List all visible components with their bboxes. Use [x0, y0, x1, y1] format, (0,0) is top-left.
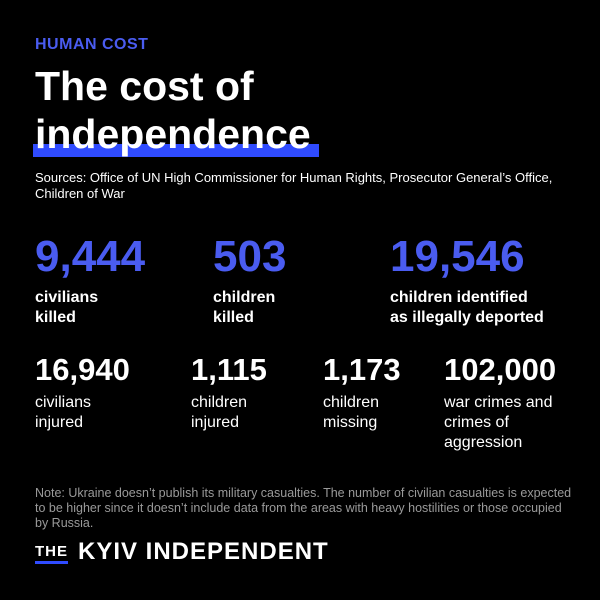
brand-prefix: THE — [35, 543, 68, 564]
title-line-2: independence — [33, 110, 319, 158]
stat-label-line: children identified — [390, 289, 528, 306]
stat-children-killed: 503 children killed — [213, 235, 286, 328]
stat-war-crimes: 102,000 war crimes and crimes of aggress… — [444, 354, 556, 453]
stat-number: 19,546 — [390, 232, 525, 281]
brand-prefix-text: THE — [35, 543, 68, 560]
footnote: Note: Ukraine doesn’t publish its milita… — [35, 486, 572, 530]
stat-label-line: children — [213, 289, 276, 306]
stat-label-line: injured — [191, 414, 240, 431]
stat-label-line: civilians — [35, 289, 99, 306]
stat-label-line: war crimes and — [444, 394, 553, 411]
stat-label-line: killed — [35, 309, 76, 326]
stat-number: 1,173 — [323, 352, 401, 387]
stat-label-line: injured — [35, 414, 84, 431]
sources-text: Sources: Office of UN High Commissioner … — [35, 170, 553, 201]
brand-logo: THE KYIV INDEPENDENT — [35, 540, 329, 564]
title-highlight — [33, 144, 319, 157]
page-title: The cost of independence — [33, 62, 319, 158]
stat-label-line: children — [191, 394, 248, 411]
stat-children-deported: 19,546 children identified as illegally … — [390, 235, 544, 328]
stat-label-line: crimes of — [444, 414, 509, 431]
stat-number: 16,940 — [35, 352, 130, 387]
stat-number: 1,115 — [191, 352, 267, 387]
stat-label-line: killed — [213, 309, 254, 326]
stat-civilians-killed: 9,444 civilians killed — [35, 235, 145, 328]
stat-civilians-injured: 16,940 civilians injured — [35, 354, 130, 433]
stat-label-line: aggression — [444, 434, 523, 451]
stat-label-line: as illegally deported — [390, 309, 544, 326]
stat-number: 9,444 — [35, 232, 146, 281]
stat-children-missing: 1,173 children missing — [323, 354, 401, 433]
stat-label-line: missing — [323, 414, 378, 431]
brand-prefix-bar — [35, 561, 68, 564]
brand-name: KYIV INDEPENDENT — [78, 538, 329, 565]
stat-label-line: children — [323, 394, 380, 411]
stat-children-injured: 1,115 children injured — [191, 354, 267, 433]
title-line-2-text: independence — [35, 111, 311, 157]
section-kicker: HUMAN COST — [35, 36, 149, 53]
stat-number: 102,000 — [444, 352, 557, 387]
title-line-1: The cost of — [35, 63, 254, 109]
stat-number: 503 — [213, 232, 287, 281]
stat-label-line: civilians — [35, 394, 92, 411]
